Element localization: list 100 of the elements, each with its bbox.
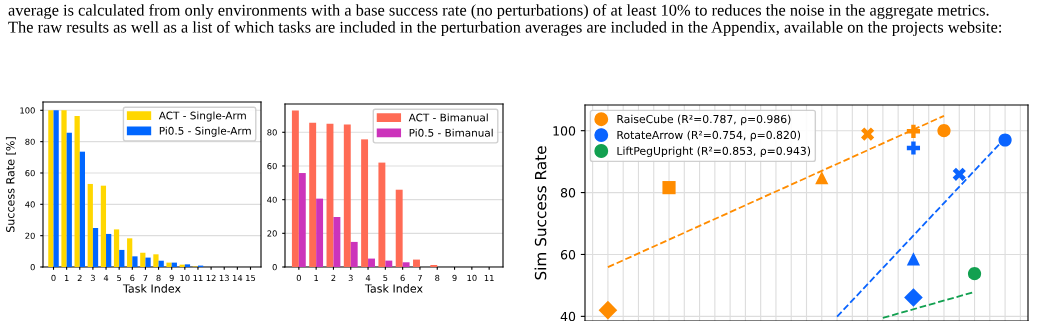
bar bbox=[430, 264, 438, 267]
y-tick-label: 40 bbox=[560, 311, 576, 321]
y-tick-label: 0 bbox=[272, 263, 277, 271]
legend-label: RotateArrow (R²=0.754, ρ=0.820) bbox=[617, 130, 801, 142]
x-tick-label: 9 bbox=[452, 274, 457, 282]
x-tick-label: 11 bbox=[484, 274, 494, 281]
bar bbox=[145, 257, 151, 267]
bar bbox=[413, 259, 420, 267]
bar bbox=[350, 241, 358, 267]
legend-label: Pi0.5 - Single-Arm bbox=[159, 126, 251, 137]
bar bbox=[395, 189, 403, 267]
x-tick-label: 10 bbox=[180, 274, 190, 282]
x-tick-label: 3 bbox=[348, 274, 353, 282]
bar bbox=[333, 216, 341, 267]
y-tick-label: 100 bbox=[20, 107, 35, 114]
x-tick-label: 5 bbox=[117, 274, 122, 282]
y-tick-label: 60 bbox=[25, 169, 35, 177]
point bbox=[952, 167, 966, 181]
y-axis-title: Success Rate [%] bbox=[5, 137, 16, 233]
y-tick-label: 20 bbox=[25, 232, 35, 239]
legend-label: ACT - Single-Arm bbox=[158, 111, 246, 122]
bar bbox=[385, 260, 393, 267]
x-axis-title: Task Index bbox=[364, 284, 423, 293]
y-tick-label: 80 bbox=[267, 129, 277, 136]
y-tick-label: 100 bbox=[553, 126, 576, 136]
x-tick-label: 13 bbox=[219, 274, 229, 282]
bar bbox=[140, 252, 146, 267]
text: average is calculated from only environments with a base success rate (no perturbations) of at least 10% to reduces the noise in the aggregate metrics. bbox=[8, 4, 989, 20]
x-tick-label: 2 bbox=[77, 274, 82, 281]
x-tick-label: 2 bbox=[331, 274, 336, 281]
point bbox=[662, 181, 676, 195]
bar bbox=[291, 110, 299, 267]
x-tick-label: 10 bbox=[467, 274, 477, 282]
x-tick-label: 11 bbox=[193, 274, 203, 281]
bar bbox=[153, 254, 159, 267]
x-tick-label: 7 bbox=[417, 274, 422, 281]
x-tick-label: 8 bbox=[156, 274, 161, 282]
bar bbox=[74, 115, 80, 267]
y-tick-label: 80 bbox=[560, 188, 576, 198]
legend-label: ACT - Bimanual bbox=[408, 113, 488, 122]
bar bbox=[119, 249, 125, 267]
bar bbox=[87, 183, 93, 267]
point bbox=[598, 300, 618, 320]
x-tick-label: 5 bbox=[383, 274, 388, 282]
point bbox=[906, 141, 921, 155]
x-tick-label: 7 bbox=[143, 274, 148, 281]
x-tick-label: 14 bbox=[232, 274, 243, 281]
x-axis-title: Task Index bbox=[122, 284, 181, 293]
bar bbox=[92, 227, 99, 267]
x-tick-label: 0 bbox=[296, 274, 301, 282]
bar bbox=[368, 258, 375, 267]
bar bbox=[309, 122, 317, 267]
point bbox=[861, 127, 875, 141]
bar bbox=[158, 260, 164, 267]
y-tick-label: 60 bbox=[560, 249, 576, 260]
bar bbox=[132, 256, 138, 267]
bar bbox=[100, 185, 107, 267]
text: The raw results as well as a list of which tasks are included in the perturbation averages are included in the Appendix, available on the projects website: bbox=[8, 21, 1002, 37]
y-tick-label: 40 bbox=[25, 201, 35, 208]
x-tick-label: 6 bbox=[130, 274, 135, 282]
bar bbox=[343, 124, 351, 267]
legend-label: RaiseCube (R²=0.787, ρ=0.986) bbox=[617, 114, 791, 126]
bar bbox=[53, 110, 59, 267]
x-tick-label: 12 bbox=[206, 274, 216, 281]
x-tick-label: 4 bbox=[365, 274, 371, 281]
point bbox=[904, 288, 923, 307]
x-tick-label: 6 bbox=[400, 274, 405, 282]
bar bbox=[402, 262, 410, 267]
bar bbox=[113, 229, 120, 267]
y-axis-title: Sim Success Rate bbox=[534, 146, 547, 280]
y-tick-label: 60 bbox=[267, 162, 277, 170]
bar bbox=[298, 173, 306, 267]
bar bbox=[166, 262, 172, 267]
bar bbox=[106, 233, 112, 267]
bar bbox=[378, 162, 386, 267]
bar bbox=[61, 110, 67, 267]
bar bbox=[127, 238, 133, 267]
y-tick-label: 40 bbox=[267, 196, 277, 203]
y-tick-label: 20 bbox=[267, 230, 277, 237]
x-tick-label: 4 bbox=[103, 274, 109, 281]
legend-label: Pi0.5 - Bimanual bbox=[409, 128, 493, 137]
bar bbox=[316, 198, 324, 267]
point bbox=[906, 124, 921, 138]
bar bbox=[66, 132, 72, 267]
y-tick-label: 80 bbox=[25, 138, 35, 145]
y-tick-label: 0 bbox=[30, 263, 35, 271]
legend-label: LiftPegUpright (R²=0.853, ρ=0.943) bbox=[617, 146, 811, 158]
x-tick-label: 3 bbox=[90, 274, 95, 282]
bar bbox=[79, 151, 86, 267]
x-tick-label: 15 bbox=[246, 274, 256, 282]
point bbox=[815, 171, 829, 185]
point bbox=[937, 124, 951, 138]
point bbox=[967, 267, 982, 281]
x-tick-label: 9 bbox=[169, 274, 174, 282]
point bbox=[906, 252, 921, 266]
bar bbox=[361, 139, 369, 267]
x-tick-label: 1 bbox=[314, 274, 319, 281]
point bbox=[998, 133, 1012, 147]
bar bbox=[48, 110, 54, 267]
x-tick-label: 0 bbox=[51, 274, 56, 282]
